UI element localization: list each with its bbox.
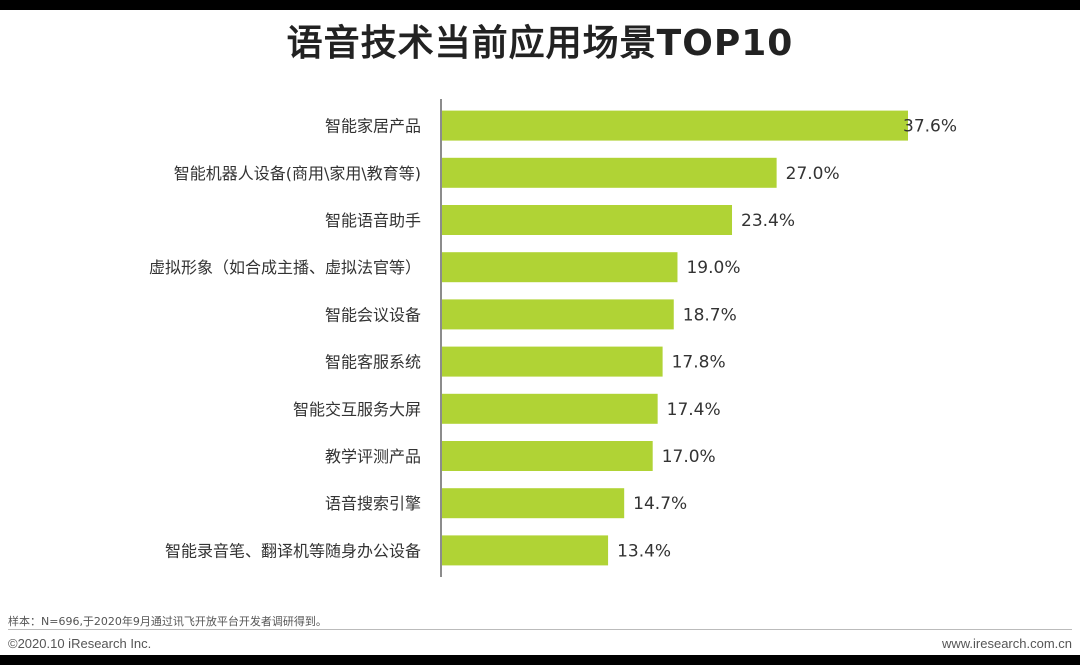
value-label: 17.0% [662,447,716,467]
bar [442,488,625,519]
value-label: 37.6% [903,117,957,137]
category-label: 智能录音笔、翻译机等随身办公设备 [165,541,421,560]
website-text: www.iresearch.com.cn [941,636,1072,651]
value-label: 18.7% [683,305,737,325]
category-label: 智能语音助手 [325,211,421,230]
bar [442,346,663,377]
bar [442,393,658,424]
bar [442,252,678,283]
bar [442,110,908,141]
value-label: 17.4% [667,400,721,420]
category-label: 智能家居产品 [325,117,421,136]
value-label: 13.4% [617,541,671,561]
source-note: 样本：N=696,于2020年9月通过讯飞开放平台开发者调研得到。 [8,615,327,628]
copyright-text: ©2020.10 iResearch Inc. [8,636,152,651]
value-label: 27.0% [786,164,840,184]
value-label: 19.0% [686,258,740,278]
category-label: 智能交互服务大屏 [293,400,421,419]
category-label: 教学评测产品 [325,447,421,466]
chart-title: 语音技术当前应用场景TOP10 [286,23,794,64]
value-label: 23.4% [741,211,795,231]
category-label: 虚拟形象（如合成主播、虚拟法官等） [149,258,421,277]
value-label: 17.8% [672,353,726,373]
bar-chart: 智能家居产品 37.6% 智能机器人设备(商用\家用\教育等) 27.0% 智能语音助手… [149,99,957,577]
bar [442,205,733,235]
category-label: 语音搜索引擎 [325,494,421,513]
category-label: 智能客服系统 [325,353,421,372]
bar [442,299,674,330]
category-label: 智能会议设备 [325,305,421,324]
category-label: 智能机器人设备(商用\家用\教育等) [174,164,421,183]
bar [442,535,609,566]
bar [442,157,777,188]
footer-divider [8,629,1072,630]
bar [442,441,653,471]
value-label: 14.7% [633,494,687,514]
report-page: 语音技术当前应用场景TOP10 智能家居产品 37.6% 智能机器人设备(商用\家用… [0,10,1080,655]
